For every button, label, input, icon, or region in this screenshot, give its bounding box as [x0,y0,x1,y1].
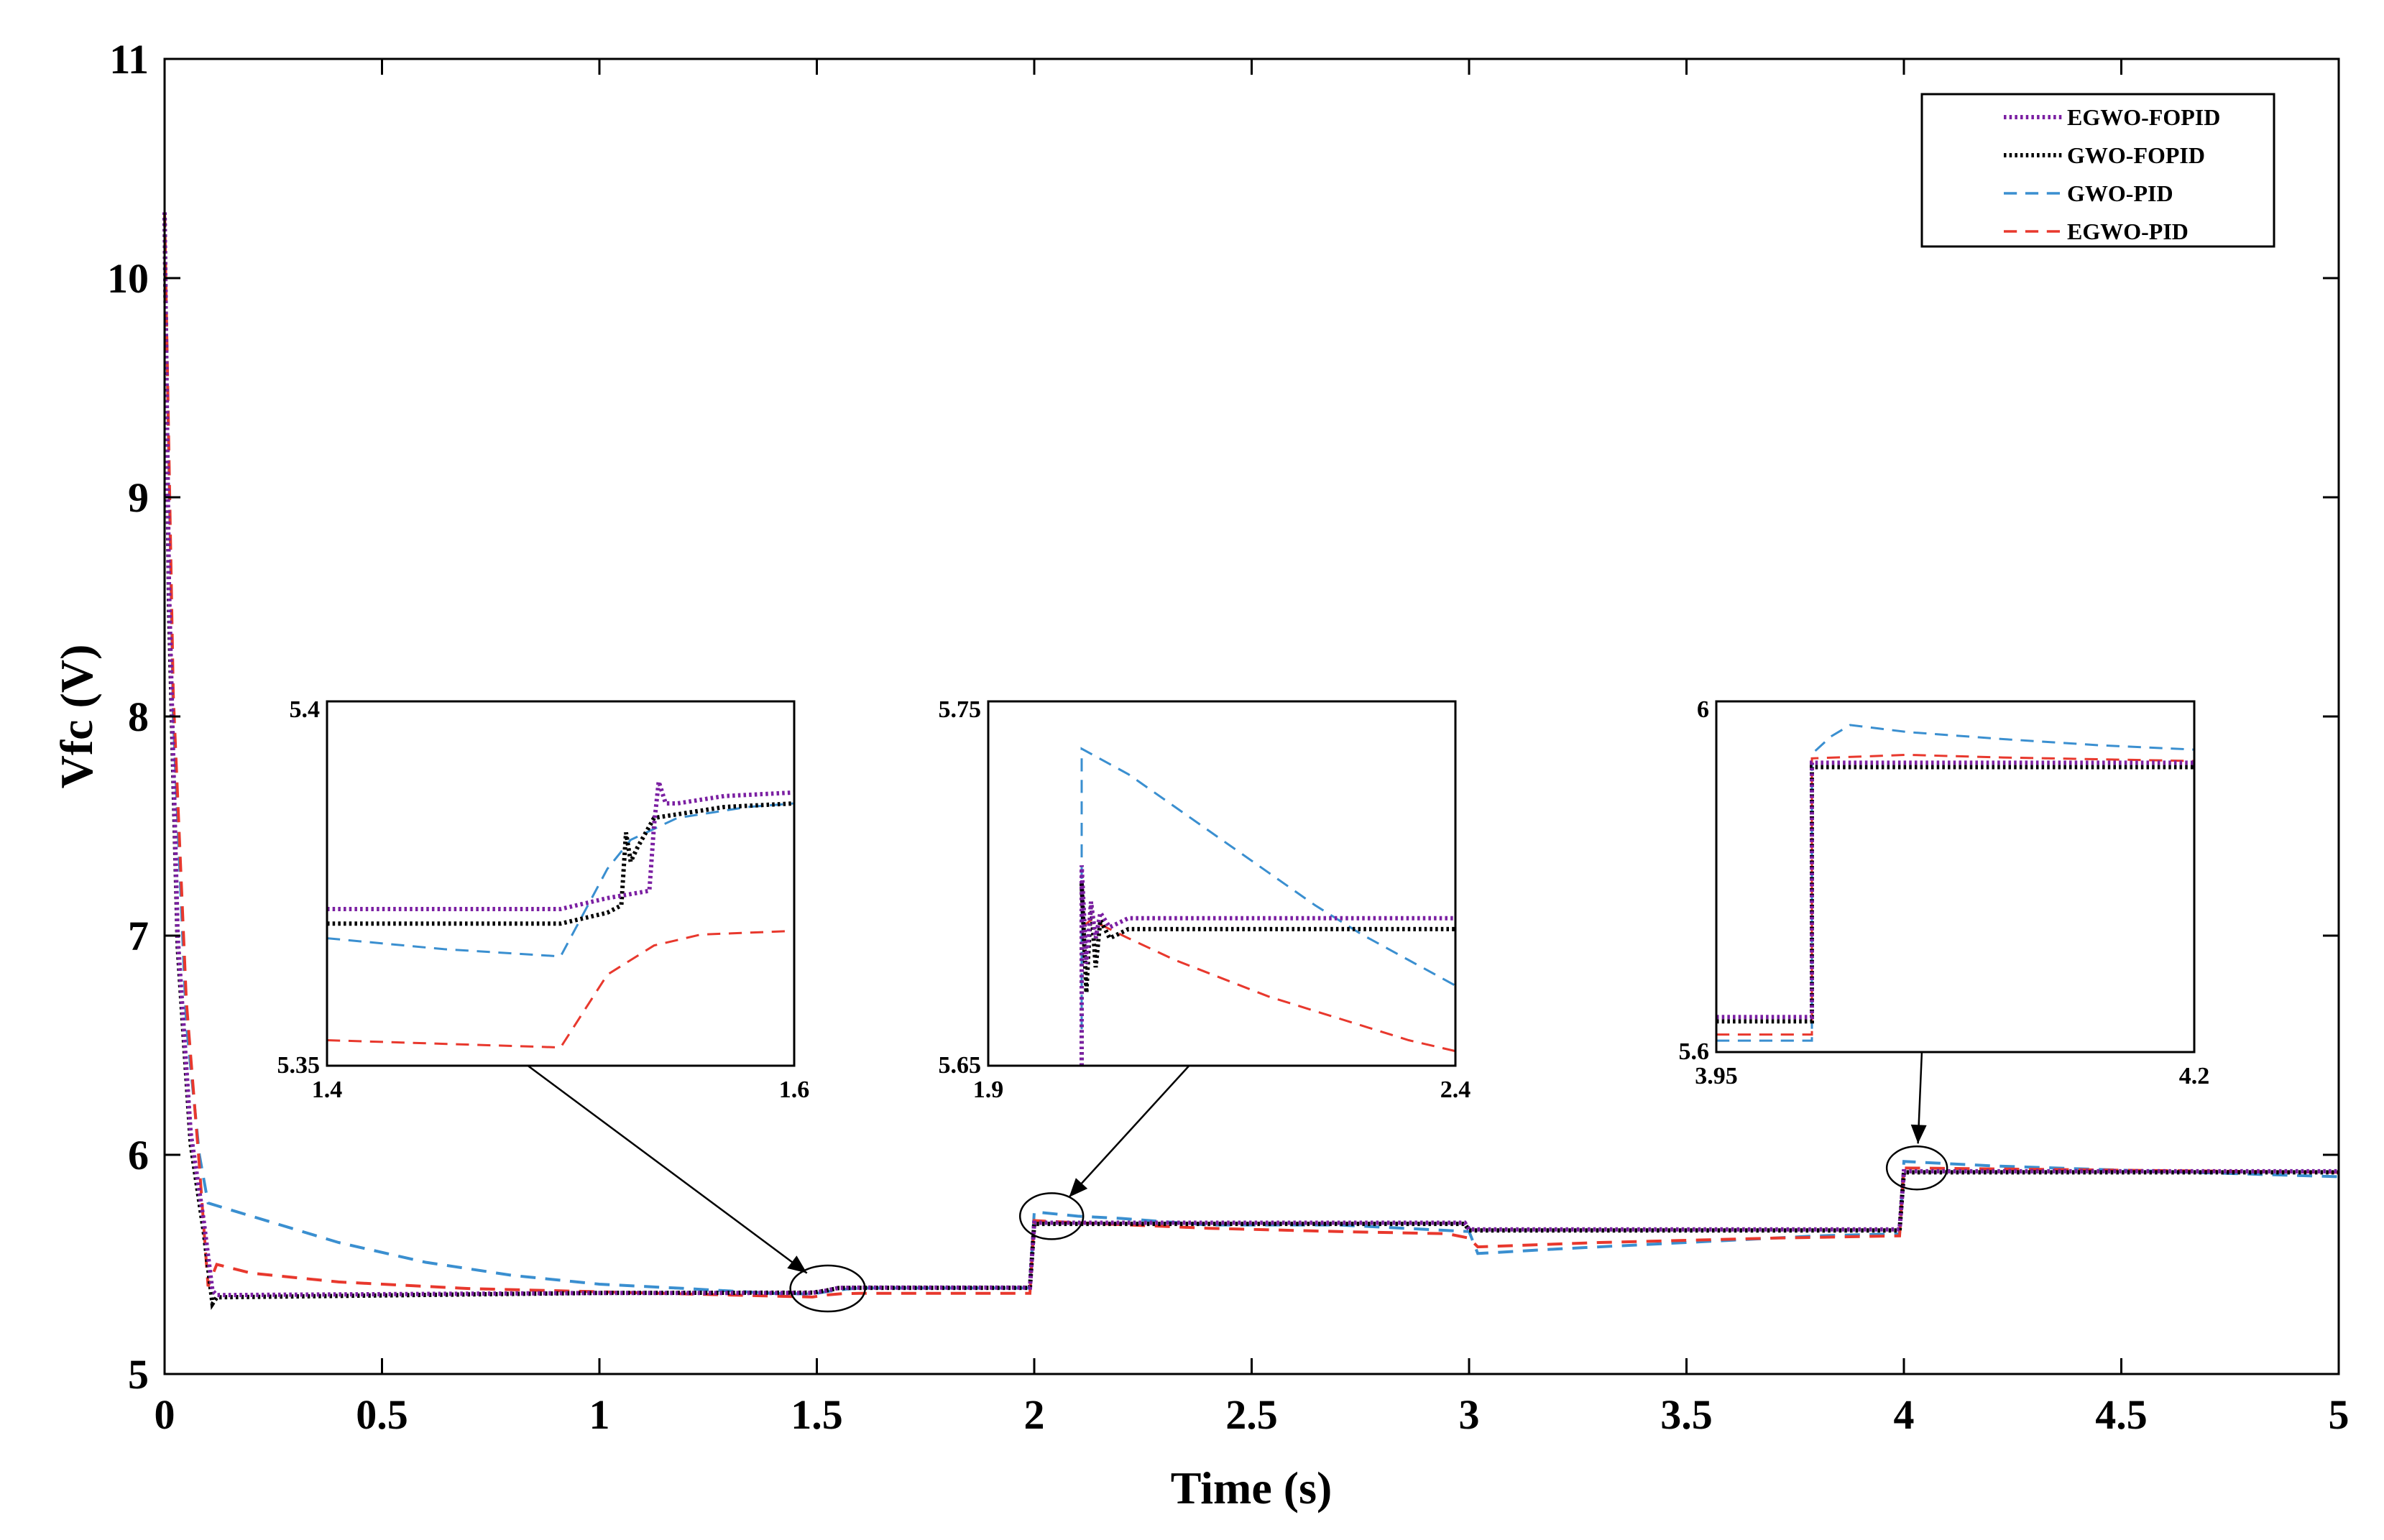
zoom-arrow-line [1068,1065,1190,1198]
y-tick-label: 8 [128,693,149,740]
x-tick-label: 5 [2329,1391,2350,1438]
x-tick-label: 0.5 [356,1391,408,1438]
zoom-arrow-head [1910,1124,1927,1144]
inset-line-egwo-pid [1716,753,2194,1036]
inset-series [327,780,794,1049]
inset-y-tick-label: 5.4 [290,696,321,723]
legend: EGWO-FOPID GWO-FOPID GWO-PID EGWO-PID [1920,93,2275,248]
inset-x-tick-label: 1.9 [973,1076,1004,1103]
inset-series [1080,747,1455,1066]
zoom-ellipse [1885,1145,1948,1191]
legend-label: EGWO-PID [2067,218,2189,244]
legend-label: GWO-PID [2067,180,2173,206]
legend-label: GWO-FOPID [2067,142,2205,168]
inset-y-tick-label: 5.35 [277,1052,321,1079]
x-tick-label: 0 [155,1391,175,1438]
y-tick-label: 9 [128,474,149,521]
inset-line-egwo-fopid [1716,760,2194,1020]
inset-frame [1715,700,2196,1053]
inset-background [327,701,794,1066]
y-tick-label: 7 [128,913,149,959]
inset-line-gwo-pid [1716,724,2194,1042]
x-tick-label: 4 [1894,1391,1915,1438]
series-line-gwo-pid [163,212,2339,1296]
y-tick-label: 5 [128,1351,149,1398]
inset-x-tick-label: 1.6 [779,1076,810,1103]
inset-x-tick-label: 4.2 [2179,1063,2210,1089]
x-tick-label: 3 [1459,1391,1480,1438]
inset-x-tick-label: 1.4 [312,1076,343,1103]
inset-line-egwo-fopid [1080,865,1455,1066]
inset-x-tick-label: 3.95 [1695,1063,1738,1089]
series-line-egwo-fopid [162,212,2339,1298]
x-axis-tick-labels: 0 0.5 1 1.5 2 2.5 3 3.5 4 4.5 5 [155,1391,2350,1438]
inset-y-tick-label: 5.6 [1679,1038,1710,1065]
zoom-ellipse [1018,1192,1085,1240]
x-tick-label: 3.5 [1660,1391,1713,1438]
y-tick-label: 10 [107,255,149,302]
legend-box [1920,93,2275,248]
inset-series [1716,724,2194,1042]
axis-ticks [163,57,2340,1375]
inset-plot-2: 1.9 2.4 5.65 5.75 [939,696,1471,1103]
x-tick-label: 4.5 [2095,1391,2148,1438]
inset-y-tick-label: 5.75 [939,696,982,723]
inset-line-gwo-pid [1080,747,1455,1030]
inset-plot-3: 3.95 4.2 5.6 6 [1679,696,2210,1089]
y-axis-label: Vfc (V) [51,645,102,789]
inset-line-gwo-pid [327,802,794,958]
inset-line-egwo-pid [1081,918,1455,1053]
zoom-markers [527,1051,1948,1313]
inset-frame [326,700,796,1067]
y-axis-tick-labels: 5 6 7 8 9 10 11 [107,36,149,1398]
inset-line-egwo-fopid [327,780,794,911]
inset-y-tick-label: 6 [1697,696,1709,723]
inset-plot-1: 1.4 1.6 5.35 5.4 [277,696,810,1103]
inset-background [988,701,1455,1066]
y-tick-label: 6 [128,1132,149,1179]
main-plot-series [162,212,2339,1310]
inset-x-tick-label: 2.4 [1440,1076,1471,1103]
inset-line-gwo-fopid [1716,765,2194,1024]
x-tick-label: 2.5 [1225,1391,1278,1438]
inset-frame [987,700,1457,1067]
legend-label: EGWO-FOPID [2067,104,2220,130]
zoom-ellipse [789,1264,866,1313]
inset-y-tick-label: 5.65 [939,1052,982,1079]
x-tick-label: 1.5 [791,1391,843,1438]
x-tick-label: 1 [589,1391,610,1438]
x-axis-label: Time (s) [1171,1462,1333,1513]
inset-plots: 1.4 1.6 5.35 5.4 1.9 2.4 5.65 5.75 3.95 4.2 5.6 6 [277,696,2210,1103]
zoom-arrow-head [787,1255,807,1273]
zoom-arrow-head [1069,1178,1088,1197]
inset-background [1716,701,2194,1052]
zoom-arrow-line [527,1064,808,1274]
y-tick-label: 11 [109,36,149,83]
x-tick-label: 2 [1024,1391,1045,1438]
